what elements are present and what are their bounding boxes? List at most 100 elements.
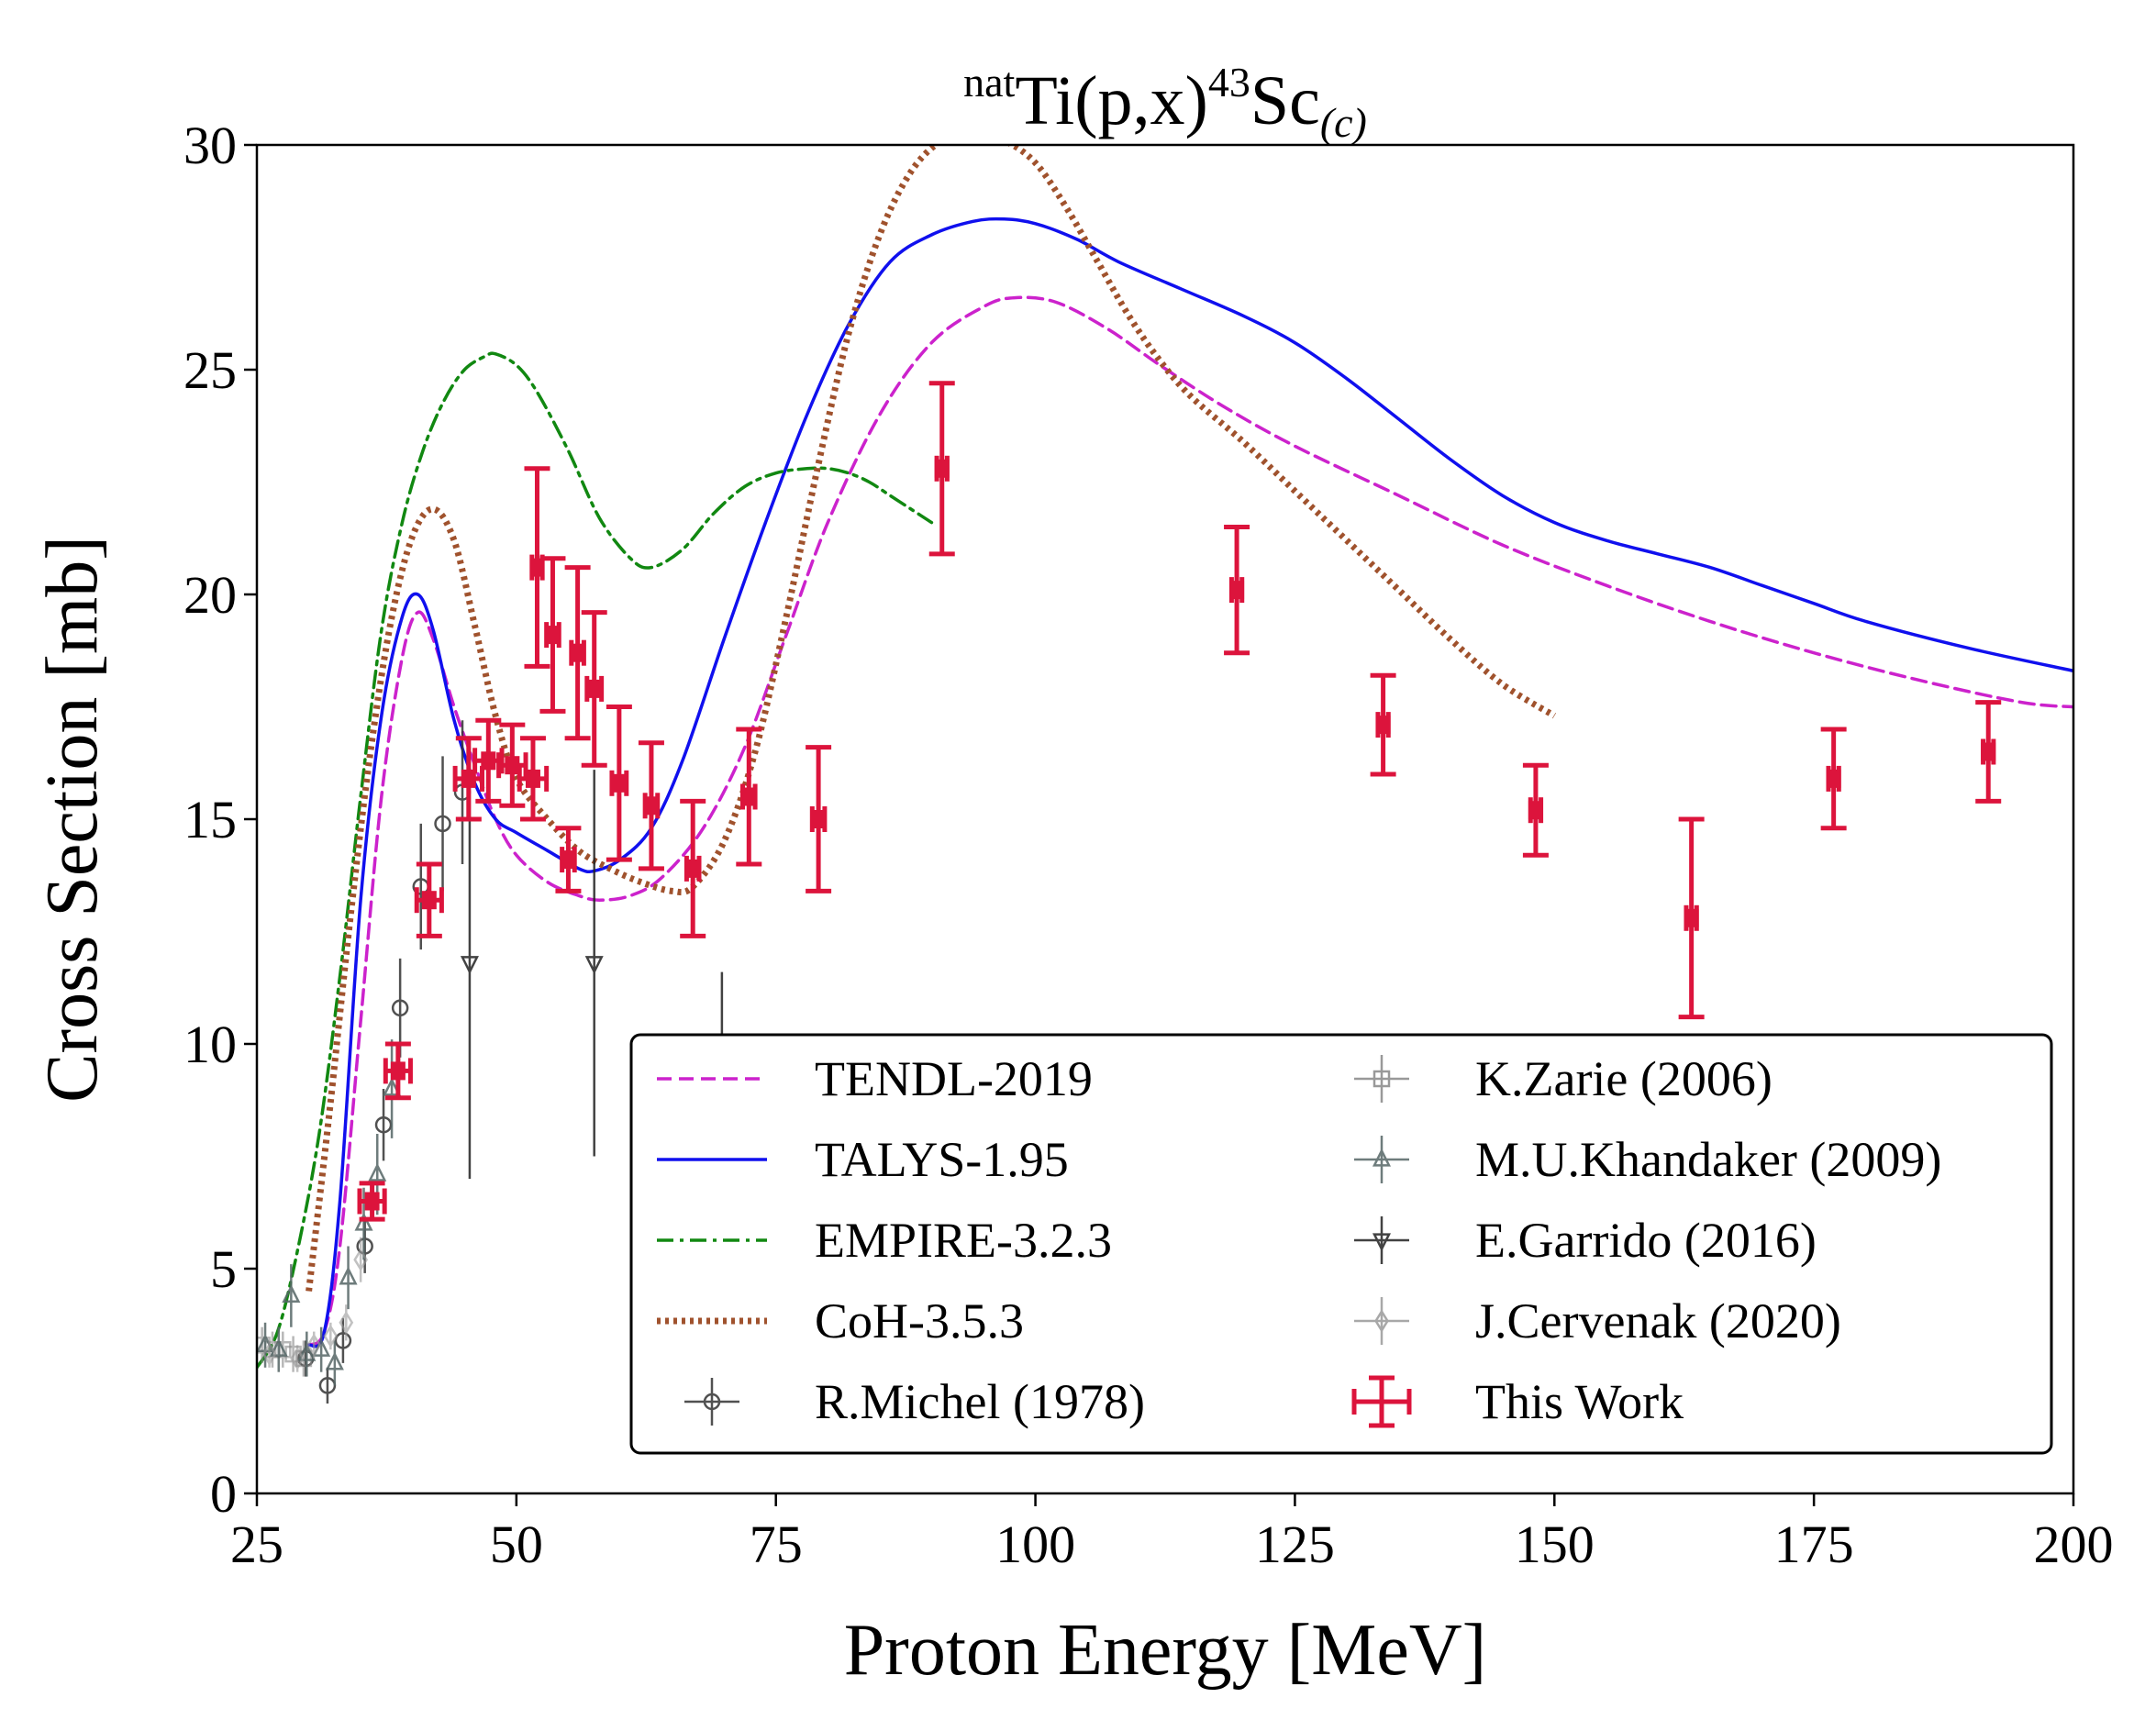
point-marker [434,815,451,833]
data-point [421,891,437,910]
title-main2: Sc [1250,62,1320,139]
data-point [282,1264,301,1327]
data-point [306,1331,322,1359]
data-point [383,1039,402,1138]
legend-entry-m-u-khandaker-2009: M.U.Khandaker (2009) [1354,1132,1941,1187]
y-tick-label: 20 [183,565,237,625]
legend-label: M.U.Khandaker (2009) [1475,1132,1941,1187]
data-point [586,679,602,698]
legend-label: K.Zarie (2006) [1475,1051,1773,1106]
legend-swatch-marker [1354,1216,1409,1264]
chart-title: natTi(p,x)43Sc(c) [963,59,1367,146]
data-point [412,823,430,950]
y-tick-label: 0 [210,1464,237,1524]
y-tick-label: 15 [183,790,237,849]
x-tick-label: 175 [1774,1515,1854,1574]
data-point [741,787,757,806]
y-tick-label: 5 [210,1239,237,1299]
data-point [290,1345,305,1372]
point-marker [460,956,479,975]
point-marker [383,1077,402,1096]
point-marker [306,1333,322,1358]
data-point [584,770,604,1157]
legend: TENDL-2019 TALYS-1.95 EMPIRE-3.2.3 CoH-3.5.… [629,1033,2053,1455]
legend-marker [1372,1148,1392,1167]
data-point [339,1246,358,1310]
point-marker [323,1324,339,1348]
legend-box [629,1033,2053,1455]
legend-swatch-marker [1354,1297,1409,1345]
y-tick-label: 10 [183,1015,237,1074]
data-point [685,859,701,878]
x-tick-label: 25 [230,1515,283,1574]
legend-entry-talys-1-95: TALYS-1.95 [657,1132,1069,1187]
y-tick-label: 25 [183,340,237,400]
data-point [434,756,451,892]
data-point [934,459,950,478]
title-sub: (c) [1320,99,1367,146]
point-marker [339,1266,358,1285]
legend-entry-this-work: This Work [1351,1374,1684,1429]
legend-swatch-marker [684,1378,739,1426]
data-point [334,1317,352,1363]
legend-marker [1373,1070,1391,1088]
data-point [481,751,496,771]
legend-entry-e-garrido-2016: E.Garrido (2016) [1354,1213,1817,1268]
legend-entry-empire-3-2-3: EMPIRE-3.2.3 [657,1213,1112,1268]
point-marker [325,1351,344,1370]
data-point [297,1331,317,1377]
legend-swatch-marker [1354,1055,1409,1103]
legend-entry-coh-3-5-3: CoH-3.5.3 [657,1293,1024,1348]
legend-entry-j-cervenak-2020: J.Cervenak (2020) [1354,1293,1841,1348]
data-point [461,769,476,788]
point-marker [353,1248,369,1271]
x-tick-label: 75 [750,1515,803,1574]
point-marker [269,1337,288,1357]
data-point [269,1326,288,1372]
legend-swatch-marker [1354,1136,1409,1183]
data-point [545,626,561,645]
data-point [339,1304,354,1341]
y-axis-label: Cross Section [mb] [32,536,113,1103]
data-point [1684,908,1699,927]
series-line-coh-3-5-3 [306,145,1557,1292]
title-sup-mass: 43 [1208,59,1250,105]
data-point [525,769,540,788]
data-point [323,1322,339,1350]
legend-label: J.Cervenak (2020) [1475,1293,1841,1348]
data-point [364,1192,380,1211]
data-point [570,643,585,662]
data-point [561,850,576,870]
data-point [811,810,827,828]
x-tick-label: 125 [1255,1515,1335,1574]
data-point [353,1237,369,1282]
series-j-cervenak-2020 [261,1237,369,1372]
x-tick-label: 50 [490,1515,543,1574]
legend-marker [1374,1309,1389,1333]
series-this-work [357,381,2002,1222]
x-tick-label: 200 [2034,1515,2114,1574]
legend-marker [1372,1233,1392,1252]
data-point [1229,581,1245,600]
series-line-tendl-2019 [306,295,2073,1348]
y-tick-label: 30 [183,116,237,175]
data-point [505,756,520,775]
series-line-talys-1-95 [306,216,2073,1348]
legend-label: R.Michel (1978) [815,1374,1145,1429]
point-marker [297,1342,317,1361]
legend-entry-tendl-2019: TENDL-2019 [657,1051,1093,1106]
data-point [529,558,545,577]
legend-marker [703,1393,721,1411]
legend-label: TALYS-1.95 [815,1132,1069,1187]
point-marker [584,956,604,975]
data-point [1981,742,1996,761]
point-marker [282,1284,301,1304]
point-marker [368,1162,387,1182]
legend-entry-k-zarie-2006: K.Zarie (2006) [1354,1051,1773,1106]
data-point [261,1340,277,1368]
x-axis-label: Proton Energy [MeV] [844,1610,1487,1691]
x-tick-label: 150 [1515,1515,1595,1574]
plot-frame [255,143,2075,1495]
data-point [325,1340,344,1386]
